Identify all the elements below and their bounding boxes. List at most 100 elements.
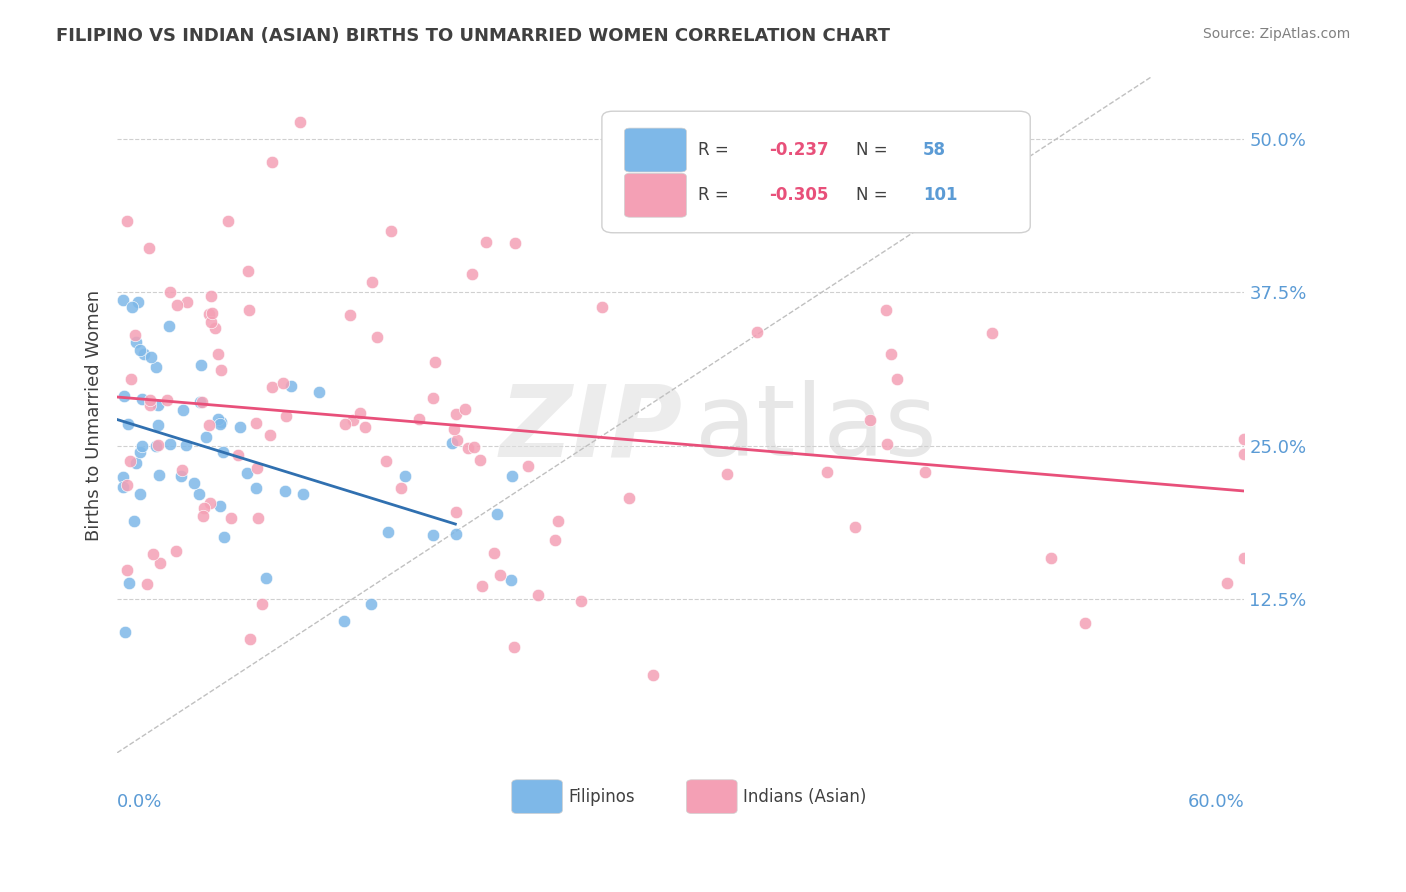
Point — [446, 505, 468, 519]
Point — [245, 481, 267, 495]
Point — [457, 442, 479, 456]
Point — [207, 347, 229, 361]
Point — [876, 437, 898, 451]
Point — [262, 154, 284, 169]
Point — [333, 417, 356, 431]
Point — [146, 437, 169, 451]
Point — [211, 444, 233, 458]
Point — [815, 465, 838, 479]
Point — [353, 420, 375, 434]
Point — [212, 530, 235, 544]
Text: N =: N = — [855, 186, 893, 204]
Point — [191, 395, 214, 409]
Point — [246, 461, 269, 475]
Point — [377, 524, 399, 539]
Point — [380, 224, 402, 238]
Text: 0.0%: 0.0% — [117, 793, 163, 811]
Point — [474, 235, 496, 250]
Point — [349, 406, 371, 420]
Point — [245, 416, 267, 430]
Point — [115, 563, 138, 577]
FancyBboxPatch shape — [624, 128, 686, 172]
Text: -0.305: -0.305 — [769, 186, 828, 204]
Point — [288, 115, 311, 129]
Text: ZIP: ZIP — [499, 380, 682, 477]
Text: 60.0%: 60.0% — [1188, 793, 1244, 811]
Point — [148, 467, 170, 482]
Point — [195, 430, 218, 444]
Text: Indians (Asian): Indians (Asian) — [742, 788, 866, 805]
Point — [239, 632, 262, 646]
Point — [463, 440, 485, 454]
Point — [176, 294, 198, 309]
Point — [274, 484, 297, 499]
Point — [111, 469, 134, 483]
Point — [394, 468, 416, 483]
Point — [159, 437, 181, 451]
Point — [117, 417, 139, 431]
Point — [274, 409, 297, 423]
Point — [190, 359, 212, 373]
Point — [156, 392, 179, 407]
Point — [292, 487, 315, 501]
Point — [1216, 576, 1239, 591]
Point — [201, 306, 224, 320]
Point — [125, 334, 148, 349]
Point — [617, 491, 640, 505]
Point — [228, 420, 250, 434]
Point — [361, 275, 384, 289]
Point — [127, 294, 149, 309]
Point — [170, 469, 193, 483]
Point — [114, 625, 136, 640]
Point — [443, 421, 465, 435]
Point — [484, 546, 506, 560]
Point — [501, 468, 523, 483]
Point — [716, 467, 738, 481]
Point — [145, 359, 167, 374]
Point — [236, 466, 259, 480]
Point — [125, 456, 148, 470]
Text: Source: ZipAtlas.com: Source: ZipAtlas.com — [1202, 27, 1350, 41]
Point — [209, 499, 232, 513]
Point — [516, 459, 538, 474]
Point — [111, 293, 134, 307]
FancyBboxPatch shape — [686, 780, 737, 814]
Point — [446, 527, 468, 541]
Point — [166, 298, 188, 312]
Point — [271, 376, 294, 390]
FancyBboxPatch shape — [602, 112, 1031, 233]
Point — [499, 573, 522, 587]
Point — [204, 321, 226, 335]
Point — [157, 319, 180, 334]
Point — [1233, 432, 1256, 446]
Point — [129, 343, 152, 357]
FancyBboxPatch shape — [624, 173, 686, 218]
Point — [252, 598, 274, 612]
Point — [139, 350, 162, 364]
Point — [129, 445, 152, 459]
Point — [422, 528, 444, 542]
Point — [142, 547, 165, 561]
Point — [527, 589, 550, 603]
Point — [366, 330, 388, 344]
Point — [505, 235, 527, 250]
Point — [547, 514, 569, 528]
Point — [1039, 551, 1062, 566]
Point — [453, 401, 475, 416]
Point — [486, 507, 509, 521]
Point — [745, 325, 768, 339]
Point — [149, 557, 172, 571]
Point — [254, 571, 277, 585]
Point — [112, 388, 135, 402]
Text: atlas: atlas — [695, 380, 936, 477]
Point — [122, 514, 145, 528]
Point — [183, 475, 205, 490]
Point — [308, 384, 330, 399]
Point — [138, 241, 160, 255]
Point — [262, 380, 284, 394]
Point — [259, 427, 281, 442]
Point — [208, 417, 231, 432]
Point — [200, 315, 222, 329]
Point — [131, 439, 153, 453]
Point — [280, 379, 302, 393]
